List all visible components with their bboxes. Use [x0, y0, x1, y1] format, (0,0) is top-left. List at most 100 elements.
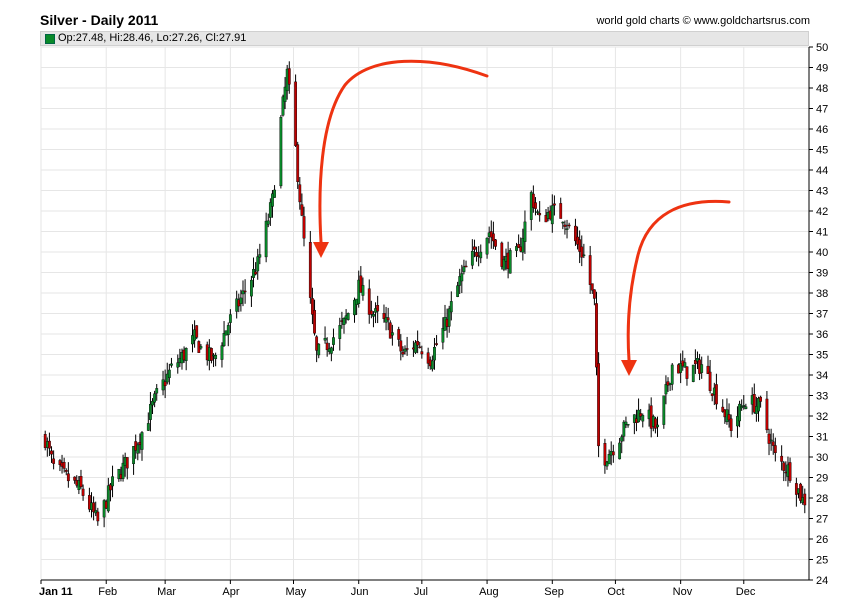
candle-body — [210, 348, 213, 361]
candle-body — [449, 301, 453, 313]
candle-body — [420, 351, 424, 355]
candle-body — [279, 117, 283, 187]
y-tick-label: 47 — [816, 104, 828, 116]
y-tick-label: 45 — [816, 145, 828, 157]
candle-body — [622, 421, 626, 437]
candle-body — [361, 285, 365, 296]
candle-body — [618, 442, 622, 460]
candle-body — [136, 444, 140, 454]
candle-body — [313, 309, 316, 334]
candle-body — [271, 193, 274, 207]
y-tick-label: 36 — [816, 329, 828, 341]
candle-body — [121, 462, 125, 479]
candle-body — [595, 303, 598, 368]
candle-body — [372, 314, 375, 317]
candle-body — [273, 189, 276, 198]
candle-body — [170, 363, 173, 366]
candle-body — [325, 342, 329, 351]
x-tick-label: Mar — [157, 586, 176, 598]
ohlc-readout: Op:27.48, Hi:28.46, Lo:27.26, Cl:27.91 — [40, 31, 809, 46]
candle-body — [52, 458, 56, 464]
y-tick-label: 37 — [816, 309, 828, 321]
candle-body — [757, 398, 760, 412]
y-tick-label: 26 — [816, 534, 828, 546]
candle-body — [708, 371, 712, 391]
candle-body — [338, 325, 342, 339]
candle-body — [317, 343, 321, 356]
candle-body — [43, 434, 47, 448]
candle-body — [656, 424, 659, 428]
y-tick-label: 31 — [816, 432, 828, 444]
candle-body — [706, 365, 710, 374]
chart-source: world gold charts © www.goldchartsrus.co… — [596, 15, 810, 27]
x-tick-label: Aug — [479, 586, 499, 598]
candle-body — [767, 433, 771, 444]
candle-body — [258, 254, 262, 258]
candle-body — [654, 418, 657, 429]
candle-body — [759, 396, 763, 402]
y-tick-label: 49 — [816, 63, 828, 75]
candle-body — [342, 317, 346, 325]
candle-body — [401, 352, 405, 355]
candle-body — [597, 363, 600, 447]
candle-body — [311, 298, 314, 315]
ohlc-text: Op:27.48, Hi:28.46, Lo:27.26, Cl:27.91 — [58, 32, 247, 44]
candle-body — [359, 275, 363, 293]
chart-title: Silver - Daily 2011 — [40, 12, 159, 28]
arrow-annotation-2 — [626, 199, 731, 362]
candle-body — [222, 333, 226, 347]
candle-body — [462, 266, 466, 272]
candle-body — [607, 454, 611, 465]
candle-body — [106, 485, 110, 512]
x-tick-label: Oct — [607, 586, 624, 598]
y-tick-label: 33 — [816, 391, 828, 403]
y-tick-label: 32 — [816, 411, 828, 423]
candle-body — [241, 290, 245, 295]
candle-body — [578, 239, 582, 252]
candle-body — [752, 394, 756, 413]
candle-body — [565, 228, 569, 230]
candle-body — [433, 347, 436, 361]
candle-body — [226, 325, 230, 336]
candle-body — [50, 450, 53, 455]
candle-body — [250, 279, 253, 297]
candle-body — [117, 468, 121, 480]
candle-body — [167, 369, 171, 378]
candle-body — [298, 184, 302, 203]
arrow-annotation-2-head — [621, 360, 637, 376]
candle-body — [111, 476, 114, 487]
x-tick-label: Dec — [736, 586, 756, 598]
candle-body — [580, 246, 584, 258]
y-tick-label: 25 — [816, 555, 828, 567]
x-tick-label: Sep — [544, 586, 564, 598]
candle-body — [715, 384, 718, 405]
candle-body — [473, 246, 476, 250]
y-tick-label: 27 — [816, 514, 828, 526]
candle-body — [456, 285, 460, 297]
candle-body — [590, 283, 594, 291]
candle-body — [773, 445, 777, 454]
candle-body — [132, 446, 135, 465]
candle-body — [66, 473, 70, 482]
candle-body — [228, 314, 232, 323]
candle-body — [780, 455, 784, 462]
candle-body — [268, 202, 272, 218]
candle-body — [721, 406, 725, 412]
candle-body — [153, 393, 157, 403]
candle-body — [582, 254, 586, 257]
candle-body — [300, 204, 304, 216]
candle-body — [740, 406, 744, 409]
candle-body — [430, 360, 434, 370]
candle-body — [550, 205, 554, 225]
y-tick-label: 41 — [816, 227, 828, 239]
candle-body — [243, 290, 247, 293]
y-tick-label: 28 — [816, 493, 828, 505]
candle-body — [700, 364, 704, 373]
candle-body — [479, 251, 483, 259]
candle-body — [531, 193, 535, 208]
candle-body — [803, 493, 807, 506]
candle-body — [48, 440, 51, 449]
candle-body — [87, 495, 91, 510]
candle-body — [405, 348, 409, 350]
